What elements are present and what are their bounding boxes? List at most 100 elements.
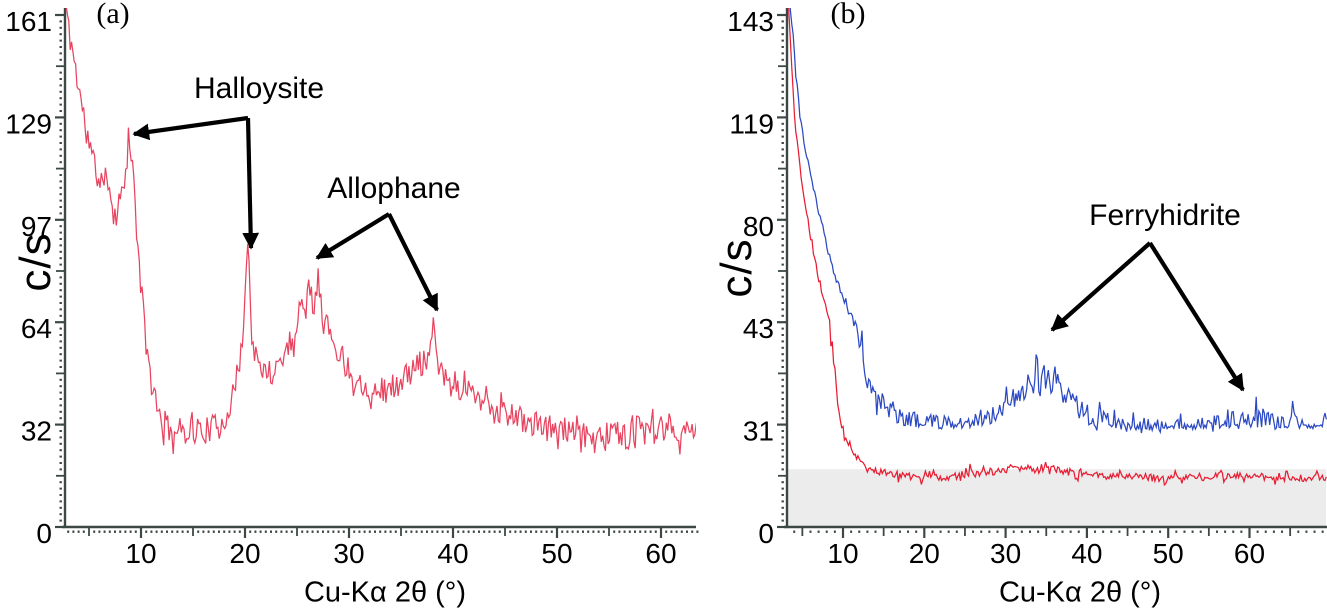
y-minor-tick — [781, 193, 784, 196]
y-minor-tick — [781, 225, 784, 228]
x-minor-tick — [535, 530, 538, 533]
y-minor-tick — [781, 327, 784, 330]
peak-arrow — [387, 213, 439, 312]
annotation-arrows — [1050, 241, 1245, 392]
x-tick-label: 50 — [1153, 538, 1184, 569]
x-minor-tick — [514, 530, 517, 533]
y-minor-tick — [781, 334, 784, 336]
annotation-halloysite: Halloysite — [193, 72, 325, 105]
x-minor-tick — [155, 530, 158, 533]
y-minor-tick — [59, 186, 62, 189]
x-minor-tick — [441, 530, 444, 533]
x-minor-tick — [145, 530, 148, 533]
y-minor-tick — [59, 244, 62, 247]
peak-arrow — [1050, 241, 1152, 332]
annotation-arrows — [132, 115, 260, 250]
y-minor-tick — [781, 353, 784, 356]
y-minor-tick — [781, 71, 784, 74]
x-minor-tick — [353, 530, 356, 533]
x-minor-tick — [675, 530, 678, 533]
y-minor-tick — [781, 238, 784, 240]
y-minor-tick — [781, 186, 784, 189]
x-minor-tick — [988, 530, 991, 533]
y-minor-tick — [59, 282, 62, 285]
y-minor-tick — [781, 385, 784, 388]
x-minor-tick — [332, 530, 335, 533]
y-minor-tick — [781, 430, 784, 432]
y-minor-tick — [59, 359, 62, 362]
x-minor-tick — [472, 530, 475, 533]
x-minor-tick — [493, 530, 496, 533]
x-minor-tick — [561, 530, 564, 533]
y-minor-tick — [59, 78, 62, 80]
x-minor-tick — [1175, 530, 1178, 533]
x-minor-tick — [202, 530, 205, 533]
x-minor-tick — [833, 530, 836, 533]
x-minor-tick — [1134, 530, 1137, 533]
x-minor-tick — [223, 530, 226, 533]
x-minor-tick — [358, 530, 361, 533]
y-minor-tick — [781, 244, 784, 247]
x-minor-tick — [327, 530, 330, 533]
y-minor-tick — [59, 455, 62, 458]
x-minor-tick — [623, 530, 626, 533]
y-minor-tick — [781, 250, 784, 253]
y-minor-tick — [59, 90, 62, 93]
x-minor-tick — [1159, 530, 1162, 533]
y-minor-tick — [59, 238, 62, 240]
y-minor-tick — [781, 148, 784, 151]
x-minor-tick — [665, 530, 668, 533]
x-minor-tick — [478, 530, 480, 533]
x-minor-tick — [160, 530, 163, 533]
x-minor-tick — [108, 530, 111, 533]
x-minor-tick — [420, 530, 423, 533]
y-minor-tick — [59, 142, 62, 144]
x-minor-tick — [379, 530, 382, 533]
x-minor-tick — [540, 530, 543, 533]
x-minor-tick — [270, 530, 272, 533]
y-minor-tick — [59, 58, 62, 61]
y-tick-label: 32 — [21, 416, 52, 447]
peak-arrow — [132, 115, 249, 141]
x-minor-tick — [233, 530, 236, 533]
x-minor-tick — [134, 530, 137, 533]
y-tick-label: 143 — [727, 6, 774, 37]
x-minor-tick — [649, 530, 652, 533]
y-tick-label: 80 — [743, 211, 774, 242]
panel-a-y-axis-title: c/s — [11, 232, 60, 292]
y-minor-tick — [781, 84, 784, 87]
y-minor-tick — [781, 97, 784, 100]
x-minor-tick — [1183, 530, 1186, 533]
x-minor-tick — [426, 530, 428, 533]
y-tick-label: 129 — [5, 108, 52, 139]
x-minor-tick — [342, 530, 345, 533]
x-minor-tick — [850, 530, 853, 533]
x-minor-tick — [587, 530, 590, 533]
x-minor-tick — [374, 530, 376, 533]
x-minor-tick — [874, 530, 877, 533]
x-minor-tick — [249, 530, 252, 533]
y-minor-tick — [781, 455, 784, 458]
peak-arrow — [242, 117, 260, 250]
x-minor-tick — [947, 530, 950, 533]
y-minor-tick — [59, 494, 62, 496]
x-minor-tick — [931, 530, 934, 533]
y-minor-tick — [59, 231, 62, 234]
y-minor-tick — [59, 487, 62, 490]
y-minor-tick — [59, 481, 62, 484]
y-minor-tick — [59, 462, 62, 464]
x-minor-tick — [1142, 530, 1145, 533]
y-minor-tick — [59, 468, 62, 471]
xrd-trace-b — [788, 8, 1327, 487]
y-minor-tick — [781, 282, 784, 285]
x-minor-tick — [866, 530, 869, 533]
x-minor-tick — [316, 530, 319, 533]
x-minor-tick — [405, 530, 408, 533]
y-minor-tick — [781, 346, 784, 349]
panel-a-letter: (a) — [96, 0, 130, 30]
y-minor-tick — [781, 58, 784, 61]
x-minor-tick — [275, 530, 278, 533]
y-minor-tick — [59, 519, 62, 522]
x-minor-tick — [488, 530, 491, 533]
x-minor-tick — [566, 530, 569, 533]
